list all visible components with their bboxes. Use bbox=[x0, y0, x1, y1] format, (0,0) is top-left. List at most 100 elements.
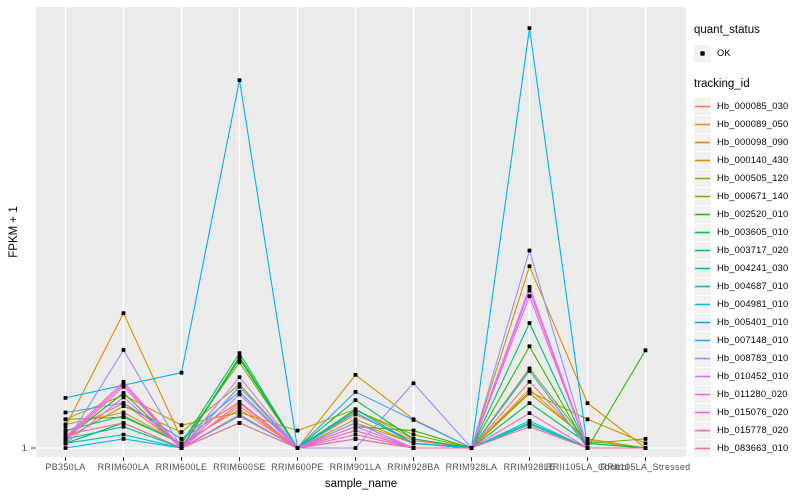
legend-entry-Hb_005401_010: Hb_005401_010 bbox=[694, 313, 800, 331]
legend-label: Hb_000140_430 bbox=[717, 155, 789, 165]
data-point bbox=[237, 404, 242, 409]
legend-title-quant-status: quant_status bbox=[694, 24, 760, 36]
data-point bbox=[411, 432, 416, 437]
legend-entry-Hb_010452_010: Hb_010452_010 bbox=[694, 367, 800, 385]
data-point bbox=[353, 389, 358, 394]
line-swatch-icon bbox=[694, 295, 711, 313]
ok-point-icon bbox=[694, 44, 711, 62]
data-point bbox=[411, 381, 416, 386]
legend-title-tracking-id: tracking_id bbox=[694, 78, 750, 90]
data-point bbox=[237, 412, 242, 417]
data-point bbox=[527, 369, 532, 373]
x-axis-title: sample_name bbox=[324, 478, 398, 490]
data-point bbox=[585, 417, 590, 422]
legend-entry-Hb_011280_020: Hb_011280_020 bbox=[694, 385, 800, 403]
data-point bbox=[63, 410, 68, 415]
legend-label: Hb_005401_010 bbox=[717, 317, 789, 327]
data-point bbox=[353, 417, 358, 422]
data-point bbox=[63, 441, 68, 446]
data-point bbox=[527, 379, 532, 384]
line-swatch-icon bbox=[694, 439, 711, 457]
line-swatch-icon bbox=[694, 241, 711, 259]
data-point bbox=[63, 395, 68, 400]
data-point bbox=[527, 401, 532, 405]
line-swatch-icon bbox=[694, 367, 711, 385]
line-swatch-icon bbox=[694, 223, 711, 241]
data-point bbox=[237, 421, 242, 425]
data-point bbox=[585, 436, 590, 441]
data-point bbox=[295, 428, 300, 433]
data-point bbox=[63, 428, 68, 433]
x-tick-label: RRIM928LA bbox=[446, 462, 498, 472]
data-point bbox=[527, 294, 532, 299]
data-point bbox=[121, 311, 126, 316]
legend-label: OK bbox=[717, 48, 731, 58]
data-point bbox=[527, 391, 532, 396]
legend-label: Hb_010452_010 bbox=[717, 371, 789, 381]
line-swatch-icon bbox=[694, 313, 711, 331]
line-swatch-icon bbox=[694, 403, 711, 421]
data-point bbox=[643, 348, 648, 353]
legend-label: Hb_002520_010 bbox=[717, 209, 789, 219]
data-point bbox=[237, 78, 242, 83]
data-point bbox=[527, 321, 532, 325]
line-swatch-icon bbox=[694, 133, 711, 151]
data-point bbox=[527, 424, 532, 429]
data-point bbox=[469, 446, 474, 450]
panel-background bbox=[36, 7, 686, 457]
data-point bbox=[643, 441, 648, 446]
data-point bbox=[353, 372, 358, 377]
data-point bbox=[527, 264, 532, 269]
data-point bbox=[411, 441, 416, 446]
legend-entry-Hb_003605_010: Hb_003605_010 bbox=[694, 223, 800, 241]
legend-label: Hb_015778_020 bbox=[717, 425, 789, 435]
data-point bbox=[121, 391, 126, 395]
x-tick-label: RRII105LA_Control bbox=[546, 462, 629, 472]
tracking-id-entries: Hb_000085_030 Hb_000089_050 Hb_000098_090 H… bbox=[694, 97, 800, 457]
data-point bbox=[63, 446, 68, 450]
data-point bbox=[121, 432, 126, 437]
data-point bbox=[63, 436, 68, 441]
data-point bbox=[585, 446, 590, 450]
data-point bbox=[527, 288, 532, 293]
line-swatch-icon bbox=[694, 97, 711, 115]
data-point bbox=[121, 421, 126, 425]
data-point bbox=[121, 382, 126, 387]
line-swatch-icon bbox=[694, 349, 711, 367]
data-point bbox=[585, 401, 590, 405]
data-point bbox=[63, 424, 68, 429]
data-point bbox=[121, 413, 126, 418]
legend-entry-Hb_000089_050: Hb_000089_050 bbox=[694, 115, 800, 133]
data-point bbox=[411, 418, 416, 422]
data-point bbox=[353, 421, 358, 425]
data-point bbox=[353, 410, 358, 415]
line-swatch-icon bbox=[694, 151, 711, 169]
data-point bbox=[237, 375, 242, 380]
data-point bbox=[179, 423, 184, 428]
data-point bbox=[63, 432, 68, 437]
legend-label: Hb_004241_030 bbox=[717, 263, 789, 273]
legend-label: Hb_000505_120 bbox=[717, 173, 789, 183]
data-point bbox=[527, 248, 532, 253]
legend-entry-Hb_004981_010: Hb_004981_010 bbox=[694, 295, 800, 313]
data-point bbox=[121, 395, 126, 400]
legend-label: Hb_000671_140 bbox=[717, 191, 789, 201]
legend-entry-Hb_008783_010: Hb_008783_010 bbox=[694, 349, 800, 367]
legend-label: Hb_008783_010 bbox=[717, 353, 789, 363]
data-point bbox=[121, 410, 126, 415]
legend-label: Hb_015076_020 bbox=[717, 407, 789, 417]
line-swatch-icon bbox=[694, 115, 711, 133]
y-tick-label: 1 bbox=[22, 443, 27, 454]
data-point bbox=[179, 370, 184, 375]
legend: quant_status OK tracking_id Hb_000085_03… bbox=[694, 24, 800, 457]
x-tick-label: RRIM600LA bbox=[98, 462, 150, 472]
data-point bbox=[237, 356, 242, 361]
data-point bbox=[295, 446, 300, 450]
legend-entry-Hb_000098_090: Hb_000098_090 bbox=[694, 133, 800, 151]
x-tick-label: RRIM901LA bbox=[330, 462, 382, 472]
legend-entry-Hb_003717_020: Hb_003717_020 bbox=[694, 241, 800, 259]
legend-entry-Hb_000085_030: Hb_000085_030 bbox=[694, 97, 800, 115]
line-swatch-icon bbox=[694, 331, 711, 349]
